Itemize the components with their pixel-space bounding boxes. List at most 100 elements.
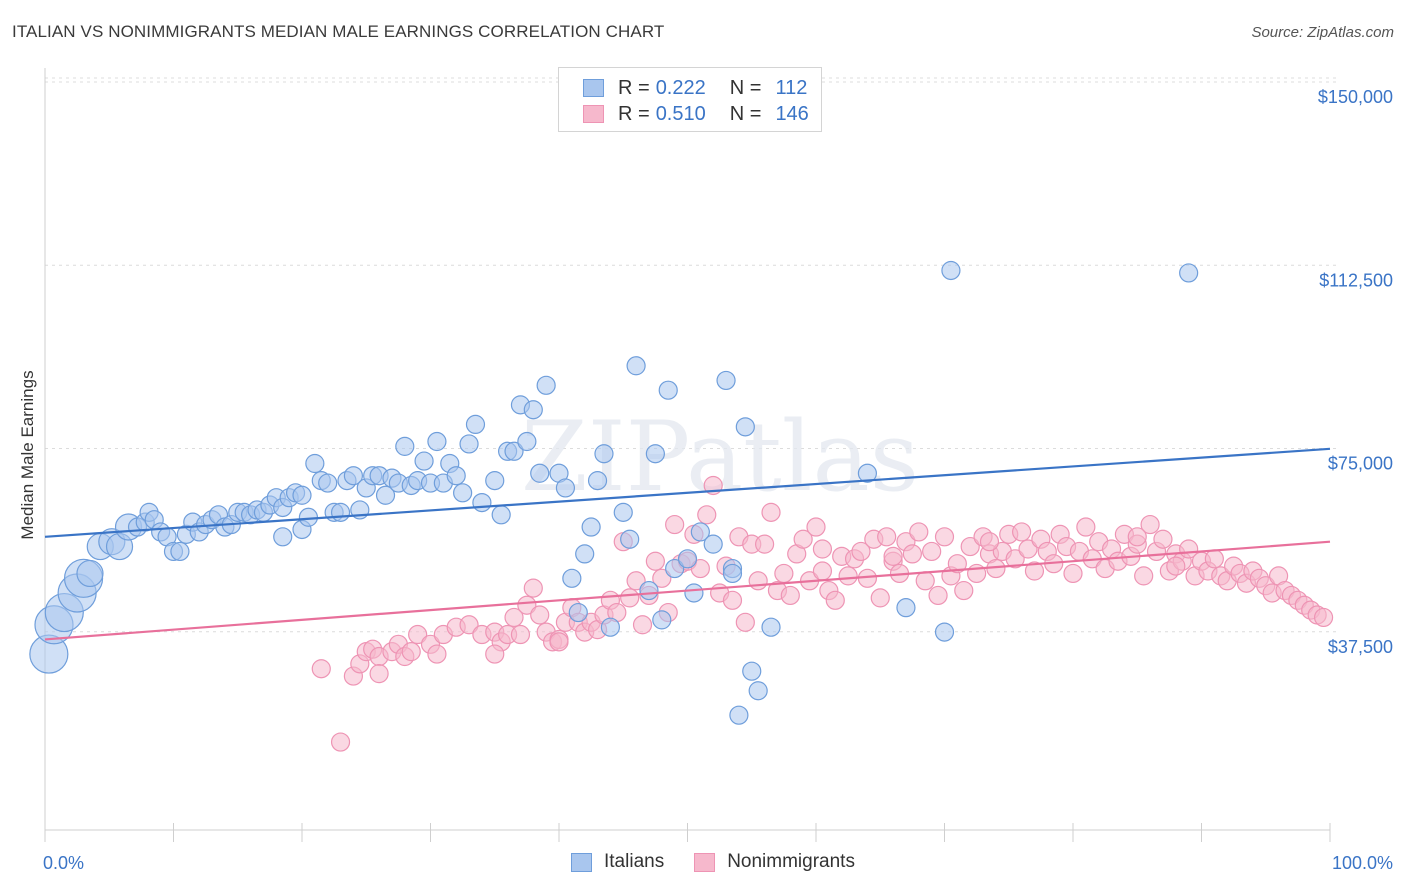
legend-item-nonimmigrants[interactable]: Nonimmigrants (694, 851, 855, 873)
italians-point (587, 471, 608, 491)
nonimmigrants-point (330, 732, 351, 752)
italians-point (292, 485, 312, 505)
italians-point (76, 559, 104, 588)
nonimmigrants-point (774, 563, 794, 584)
nonimmigrants-point (427, 644, 447, 664)
tick-labels: $37,500 $75,000 $112,500 $150,000 0.0% 100.0% (43, 87, 1393, 873)
nonimmigrants-swatch (583, 105, 604, 123)
italians-point (375, 485, 396, 505)
nonimmigrants-point (1204, 549, 1224, 569)
y-tick-label: $75,000 (1328, 454, 1393, 474)
nonimmigrants-point (1127, 527, 1147, 547)
y-axis-label: Median Male Earnings (18, 370, 37, 539)
nonimmigrants-point (812, 561, 833, 581)
italians-point (684, 583, 704, 603)
italians-point (343, 466, 363, 486)
nonimmigrants-trend-line (44, 540, 1331, 641)
legend-row-italians: R = 0.222 N = 112 (583, 75, 807, 101)
nonimmigrants-point (549, 632, 569, 652)
nonimmigrants-point (459, 615, 479, 635)
grid-lines (45, 77, 1340, 633)
italians-point (896, 598, 916, 618)
nonimmigrants-point (311, 659, 331, 679)
italians-point (639, 580, 659, 601)
nonimmigrants-point (510, 624, 531, 645)
italians-swatch (583, 79, 604, 97)
nonimmigrants-point (408, 624, 428, 645)
italians-point (305, 453, 325, 474)
nonimmigrants-point (915, 571, 935, 591)
nonimmigrants-swatch (694, 852, 716, 872)
italians-point (459, 434, 479, 454)
italians-point (414, 451, 434, 471)
nonimmigrants-point (902, 544, 922, 564)
nonimmigrants-point (838, 566, 858, 586)
italians-point (857, 463, 878, 483)
italians-point (742, 661, 762, 681)
italians-point (568, 602, 588, 623)
nonimmigrants-point (806, 517, 826, 537)
nonimmigrants-point (1076, 517, 1096, 537)
y-tick-label: $112,500 (1319, 270, 1393, 290)
n-value: 112 (775, 76, 808, 99)
nonimmigrants-point (960, 536, 980, 557)
italians-swatch (571, 852, 592, 872)
italians-point (690, 522, 710, 542)
italians-point (472, 492, 492, 513)
italians-point (645, 444, 665, 464)
n-label: N = (729, 102, 762, 125)
italians-point (562, 568, 582, 588)
italians-point (485, 471, 505, 491)
italians-point (626, 356, 646, 376)
italians-point (600, 617, 621, 637)
italians-point (427, 431, 447, 452)
legend-item-italians[interactable]: Italians (571, 851, 664, 873)
nonimmigrants-point (1313, 607, 1334, 628)
italians-point (677, 549, 698, 569)
legend: R = 0.222 N = 112 R = 0.510 N = 146 (558, 67, 822, 132)
nonimmigrants-point (883, 546, 903, 566)
nonimmigrants-point (780, 585, 800, 606)
nonimmigrants-point (877, 527, 897, 547)
italians-point (1179, 263, 1199, 283)
r-label: R = (618, 76, 650, 99)
r-value: 0.510 (655, 102, 706, 125)
nonimmigrants-point (620, 588, 640, 608)
trend-lines (44, 447, 1331, 641)
italians-point (729, 705, 749, 725)
axes (44, 68, 1331, 842)
nonimmigrants-label: Nonimmigrants (727, 851, 855, 872)
nonimmigrants-point (1005, 549, 1025, 569)
nonimmigrants-point (947, 554, 967, 574)
nonimmigrants-point (761, 502, 781, 522)
n-value: 146 (775, 102, 809, 125)
italians-point (530, 463, 550, 483)
nonimmigrants-point (530, 605, 550, 625)
italians-point (716, 370, 736, 391)
nonimmigrants-point (485, 644, 505, 664)
italians-point (748, 681, 768, 701)
nonimmigrants-point (954, 580, 974, 601)
nonimmigrants-points (311, 475, 1334, 752)
italians-point (652, 610, 672, 630)
italians-trend-line (44, 447, 1331, 538)
x-tick-label-min: 0.0% (43, 853, 84, 873)
y-tick-label: $37,500 (1328, 637, 1393, 657)
italians-point (446, 466, 466, 486)
italians-point (575, 544, 595, 564)
italians-point (665, 558, 685, 579)
italians-point (318, 473, 338, 493)
nonimmigrants-point (748, 571, 768, 591)
italians-point (941, 260, 961, 281)
nonimmigrants-point (722, 590, 743, 610)
y-tick-label: $150,000 (1318, 87, 1393, 107)
italians-point (453, 483, 473, 503)
italians-point (761, 617, 781, 637)
nonimmigrants-point (793, 529, 813, 549)
nonimmigrants-point (645, 551, 665, 571)
x-tick-label-max: 100.0% (1332, 853, 1393, 873)
nonimmigrants-point (735, 612, 755, 632)
n-label: N = (729, 76, 762, 99)
nonimmigrants-point (870, 588, 890, 608)
